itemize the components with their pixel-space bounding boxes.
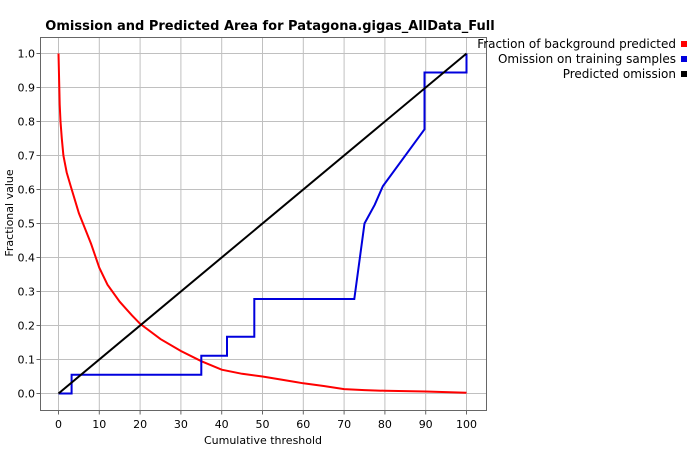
x-tick-label: 100 bbox=[456, 418, 477, 431]
y-tick-label: 0.1 bbox=[18, 354, 36, 367]
legend: Fraction of background predictedOmission… bbox=[477, 37, 687, 81]
legend-swatch bbox=[681, 56, 687, 62]
y-tick-label: 0.6 bbox=[18, 184, 36, 197]
y-tick-label: 0.0 bbox=[18, 388, 36, 401]
y-tick-label: 0.9 bbox=[18, 82, 36, 95]
legend-swatch bbox=[681, 41, 687, 47]
y-tick-label: 0.2 bbox=[18, 320, 36, 333]
x-tick-label: 90 bbox=[419, 418, 433, 431]
legend-label: Omission on training samples bbox=[498, 52, 676, 66]
y-tick-label: 0.4 bbox=[18, 252, 36, 265]
y-tick-label: 1.0 bbox=[18, 48, 36, 61]
legend-item-predicted-omission: Predicted omission bbox=[563, 67, 687, 81]
y-tick-label: 0.3 bbox=[18, 286, 36, 299]
legend-label: Fraction of background predicted bbox=[477, 37, 676, 51]
y-tick-label: 0.8 bbox=[18, 116, 36, 129]
x-tick-label: 50 bbox=[256, 418, 270, 431]
x-tick-label: 30 bbox=[174, 418, 188, 431]
x-tick-label: 70 bbox=[337, 418, 351, 431]
x-tick-label: 60 bbox=[296, 418, 310, 431]
x-axis-label: Cumulative threshold bbox=[204, 434, 322, 447]
axis-ticks: 0 10 20 30 40 50 60 70 80 90 100 0.0 0.1 0.2 0.3 0.4 0.5… bbox=[18, 48, 478, 432]
grid bbox=[40, 37, 487, 411]
x-tick-label: 20 bbox=[133, 418, 147, 431]
predicted-omission-line bbox=[57, 52, 468, 395]
series-layer bbox=[57, 52, 468, 395]
legend-item-background-predicted: Fraction of background predicted bbox=[477, 37, 687, 51]
chart-title: Omission and Predicted Area for Patagona… bbox=[45, 19, 494, 34]
training-omission-line bbox=[58, 53, 468, 395]
y-tick-label: 0.7 bbox=[18, 150, 36, 163]
legend-label: Predicted omission bbox=[563, 67, 676, 81]
legend-swatch bbox=[681, 71, 687, 77]
x-tick-label: 0 bbox=[55, 418, 62, 431]
legend-item-training-omission: Omission on training samples bbox=[498, 52, 687, 66]
x-tick-label: 80 bbox=[378, 418, 392, 431]
y-axis-label: Fractional value bbox=[3, 169, 16, 256]
x-tick-label: 10 bbox=[92, 418, 106, 431]
background-predicted-line bbox=[57, 53, 467, 394]
x-tick-label: 40 bbox=[215, 418, 229, 431]
y-tick-label: 0.5 bbox=[18, 218, 36, 231]
